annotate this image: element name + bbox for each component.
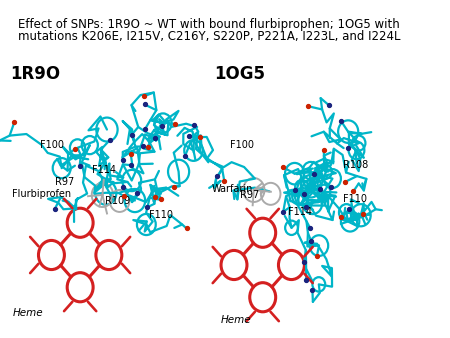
Text: F100: F100 — [40, 140, 64, 150]
Text: Warfarin: Warfarin — [212, 184, 253, 194]
Text: F110: F110 — [343, 194, 367, 204]
Text: mutations K206E, I215V, C216Y, S220P, P221A, I223L, and I224L: mutations K206E, I215V, C216Y, S220P, P2… — [18, 30, 400, 43]
Text: R97: R97 — [55, 177, 74, 187]
Text: Heme: Heme — [13, 308, 43, 318]
Text: Flurbiprofen: Flurbiprofen — [13, 189, 72, 199]
Text: Heme: Heme — [221, 315, 252, 325]
Text: F110: F110 — [148, 210, 173, 220]
Text: F114: F114 — [92, 165, 116, 175]
Text: Effect of SNPs: 1R9O ~ WT with bound flurbiprophen; 1OG5 with: Effect of SNPs: 1R9O ~ WT with bound flu… — [18, 18, 400, 31]
Text: F100: F100 — [230, 140, 254, 150]
Text: R109: R109 — [105, 196, 130, 206]
Text: R97: R97 — [240, 190, 260, 200]
Text: 1OG5: 1OG5 — [214, 65, 265, 83]
Text: F114: F114 — [288, 207, 312, 217]
Text: 1R9O: 1R9O — [11, 65, 61, 83]
Text: R108: R108 — [343, 160, 368, 170]
